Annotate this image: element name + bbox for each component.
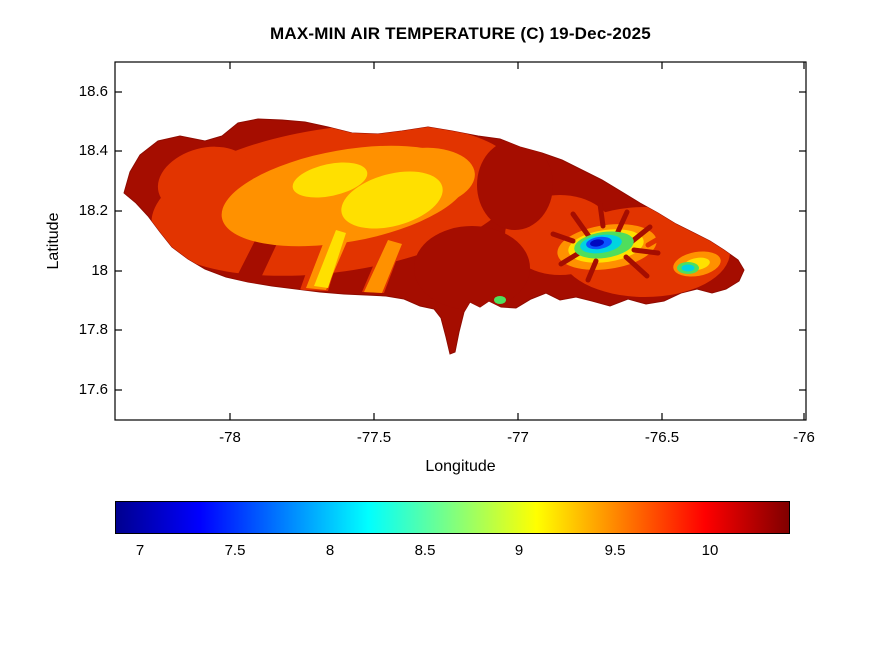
y-tick-label: 18.2 [78,202,108,219]
y-axis-label: Latitude [45,212,62,270]
colorbar-tick-label: 9 [514,542,524,559]
y-tick-label: 17.6 [78,381,108,398]
contour-red-spikes [645,232,671,275]
x-tick-label: -76 [793,429,815,446]
y-tick-label: 18 [91,262,108,279]
contour-dark-red-patches [235,140,553,310]
colorbar-gradient [115,501,790,534]
jamaica-contour-map [123,118,745,355]
x-tick-label: -76.5 [644,429,680,446]
plot-title: MAX-MIN AIR TEMPERATURE (C) 19-Dec-2025 [270,24,651,43]
y-tick-label: 18.4 [78,142,108,159]
colorbar-tick-label: 7.5 [224,542,246,559]
contour-dark-blue-min [590,239,604,247]
contour-fills [151,124,730,310]
x-tick-label: -78 [219,429,241,446]
colorbar-tick-label: 9.5 [604,542,626,559]
y-tick-label: 17.8 [78,321,108,338]
x-axis-label: Longitude [425,458,496,475]
y-tick-label: 18.6 [78,83,108,100]
x-tick-label: -77 [507,429,529,446]
axes-box [114,61,807,421]
colorbar-tick-label: 10 [701,542,719,559]
colorbar-tick-label: 7 [135,542,145,559]
colorbar-tick-label: 8.5 [414,542,436,559]
colorbar-tick-label: 8 [325,542,335,559]
x-tick-label: -77.5 [356,429,392,446]
axis-tick-marks [115,62,806,420]
